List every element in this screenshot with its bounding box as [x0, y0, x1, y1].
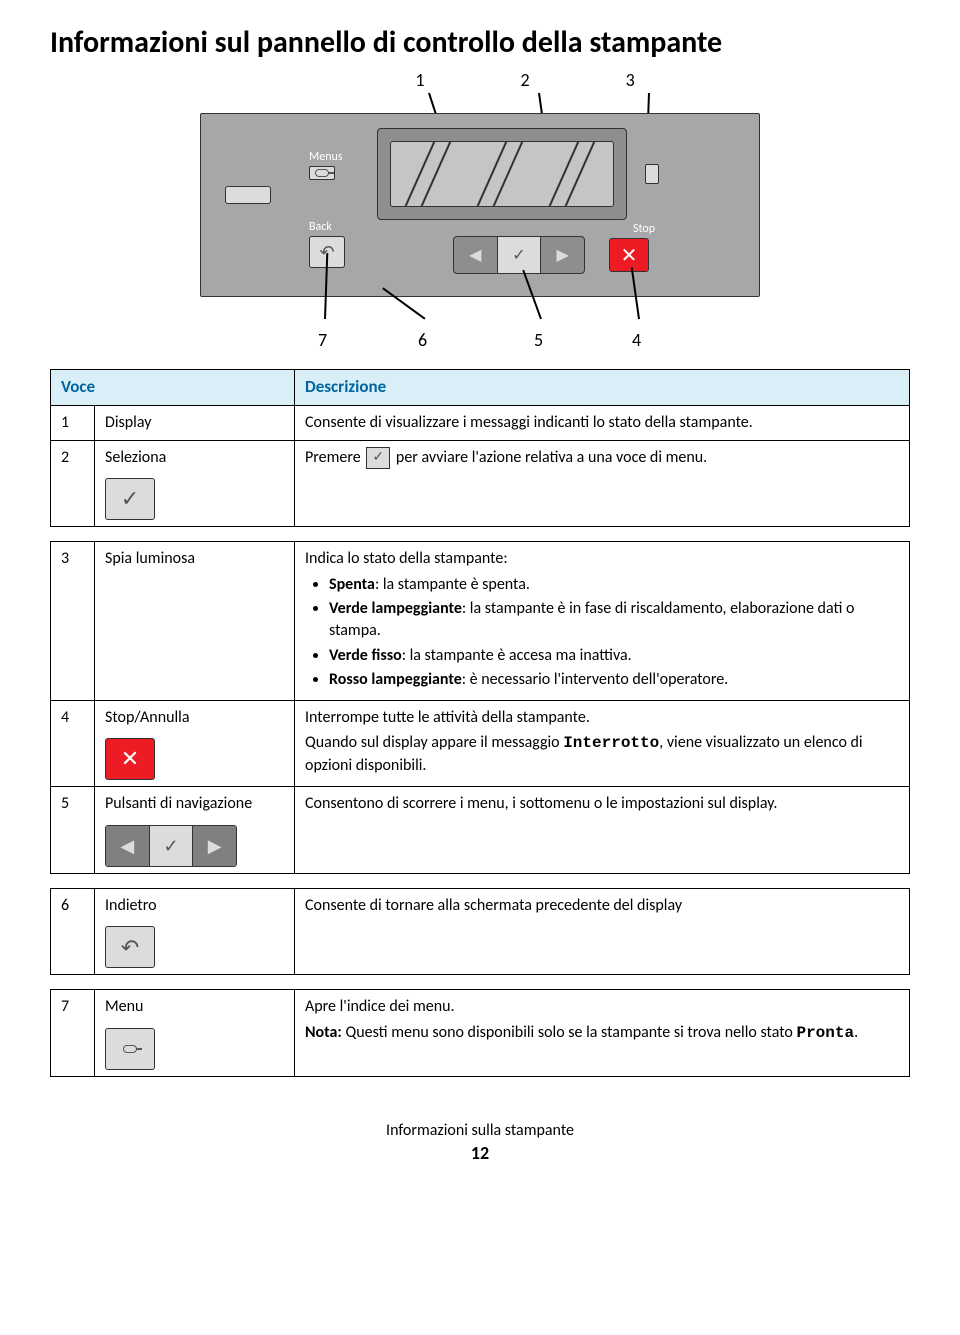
controls-table: Voce Descrizione 1 Display Consente di v…	[50, 369, 910, 527]
control-panel-diagram: 1 2 3 Menus Back Stop	[200, 69, 760, 353]
cell-descr: Premere per avviare l'azione relativa a …	[295, 440, 910, 527]
list-item: Rosso lampeggiante: è necessario l'inter…	[329, 669, 899, 691]
voce-label: Seleziona	[105, 448, 166, 467]
list-item: Spenta: la stampante è spenta.	[329, 574, 899, 596]
cell-voce: Stop/Annulla	[95, 700, 295, 787]
callout-3: 3	[626, 69, 635, 91]
cell-num: 1	[51, 405, 95, 440]
cell-voce: Seleziona	[95, 440, 295, 527]
controls-table-2: 3 Spia luminosa Indica lo stato della st…	[50, 541, 910, 874]
cell-voce: Display	[95, 405, 295, 440]
nav-select-icon	[149, 826, 193, 866]
nav-pad	[453, 236, 585, 274]
menus-label: Menus	[309, 150, 343, 164]
voce-label: Stop/Annulla	[105, 708, 190, 727]
cell-num: 5	[51, 787, 95, 874]
callout-7: 7	[318, 329, 327, 351]
stop-label: Stop	[633, 222, 655, 236]
table-row: 2 Seleziona Premere per avviare l'azione…	[51, 440, 910, 527]
nav-left-icon	[454, 237, 497, 273]
stop-button-icon	[609, 238, 649, 272]
nav-left-icon	[106, 826, 149, 866]
cell-voce: Menu	[95, 990, 295, 1077]
footer-section: Informazioni sulla stampante	[50, 1121, 910, 1140]
table-row: 5 Pulsanti di navigazione Consentono di …	[51, 787, 910, 874]
list-item: Verde fisso: la stampante è accesa ma in…	[329, 645, 899, 667]
text: Indica lo stato della stampante:	[305, 548, 899, 570]
footer-page-number: 12	[50, 1142, 910, 1164]
th-voce: Voce	[51, 370, 295, 406]
nav-right-icon	[192, 826, 236, 866]
cell-voce: Spia luminosa	[95, 542, 295, 701]
cell-descr: Indica lo stato della stampante: Spenta:…	[295, 542, 910, 701]
usb-slot	[225, 186, 271, 204]
list-item: Verde lampeggiante: la stampante è in fa…	[329, 598, 899, 641]
callout-6: 6	[418, 329, 427, 351]
lcd-display	[390, 141, 614, 207]
cell-num: 6	[51, 888, 95, 975]
nav-right-icon	[540, 237, 584, 273]
nav-select-icon	[497, 237, 541, 273]
cell-num: 3	[51, 542, 95, 701]
lcd-frame	[377, 128, 627, 220]
callout-1: 1	[415, 69, 424, 91]
table-row: 3 Spia luminosa Indica lo stato della st…	[51, 542, 910, 701]
cell-descr: Consentono di scorrere i menu, i sottome…	[295, 787, 910, 874]
select-inline-icon	[366, 447, 390, 469]
table-row: 1 Display Consente di visualizzare i mes…	[51, 405, 910, 440]
printer-panel: Menus Back Stop	[200, 113, 760, 297]
callout-2: 2	[520, 69, 529, 91]
callout-5: 5	[534, 329, 543, 351]
back-button-icon	[105, 926, 155, 968]
cell-voce: Indietro	[95, 888, 295, 975]
voce-label: Menu	[105, 997, 143, 1016]
controls-table-4: 7 Menu Apre l'indice dei menu. Nota: Que…	[50, 989, 910, 1077]
voce-label: Indietro	[105, 896, 157, 915]
table-row: 4 Stop/Annulla Interrompe tutte le attiv…	[51, 700, 910, 787]
back-label: Back	[309, 220, 332, 234]
cell-descr: Consente di visualizzare i messaggi indi…	[295, 405, 910, 440]
menu-key-icon	[309, 166, 335, 180]
page-title: Informazioni sul pannello di controllo d…	[50, 24, 910, 61]
stop-button-icon	[105, 738, 155, 780]
cell-descr: Apre l'indice dei menu. Nota: Questi men…	[295, 990, 910, 1077]
cell-num: 4	[51, 700, 95, 787]
cell-num: 7	[51, 990, 95, 1077]
text: Apre l'indice dei menu.	[305, 996, 899, 1018]
text: per avviare l'azione relativa a una voce…	[396, 448, 707, 467]
select-button-icon	[105, 478, 155, 520]
callout-4: 4	[632, 329, 641, 351]
bullet-list: Spenta: la stampante è spenta. Verde lam…	[305, 574, 899, 691]
voce-label: Pulsanti di navigazione	[105, 794, 252, 813]
cell-num: 2	[51, 440, 95, 527]
text: Interrompe tutte le attività della stamp…	[305, 707, 899, 729]
controls-table-3: 6 Indietro Consente di tornare alla sche…	[50, 888, 910, 976]
cell-descr: Consente di tornare alla schermata prece…	[295, 888, 910, 975]
cell-descr: Interrompe tutte le attività della stamp…	[295, 700, 910, 787]
status-led	[645, 164, 659, 184]
th-descr: Descrizione	[295, 370, 910, 406]
table-row: 7 Menu Apre l'indice dei menu. Nota: Que…	[51, 990, 910, 1077]
menu-button-icon	[105, 1028, 155, 1070]
text: Quando sul display appare il messaggio I…	[305, 732, 899, 776]
table-row: 6 Indietro Consente di tornare alla sche…	[51, 888, 910, 975]
text: Nota: Questi menu sono disponibili solo …	[305, 1022, 899, 1045]
page-footer: Informazioni sulla stampante 12	[50, 1121, 910, 1164]
text: Premere	[305, 448, 364, 467]
nav-buttons-icon	[105, 825, 237, 867]
cell-voce: Pulsanti di navigazione	[95, 787, 295, 874]
